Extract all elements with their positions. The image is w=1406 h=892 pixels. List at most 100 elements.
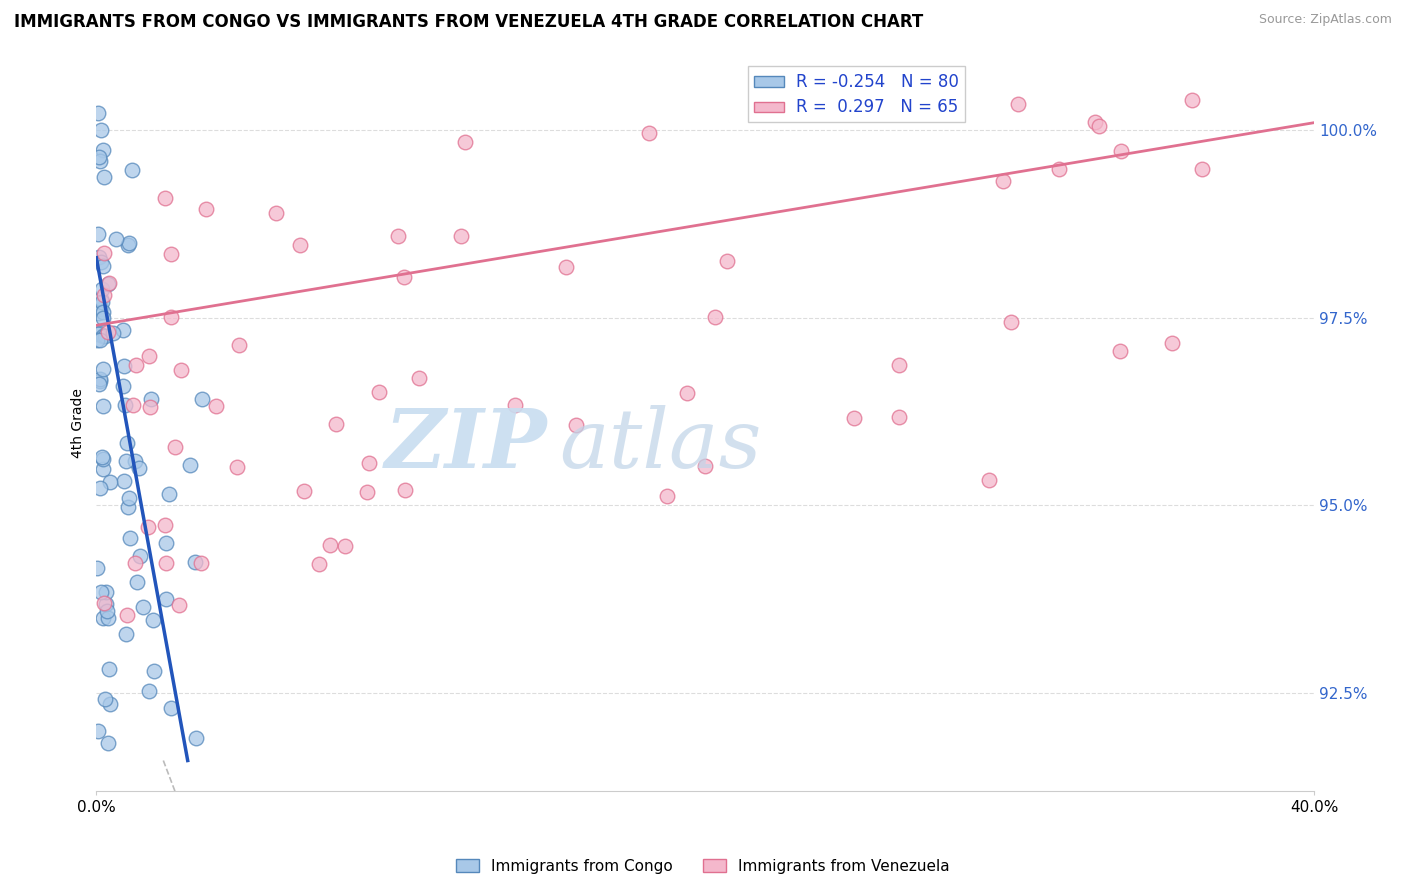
Point [90,585,112,599]
Point [356,484,378,499]
Point [87,106,110,120]
Point [90,301,112,316]
Point [91,452,114,467]
Point [155,591,177,606]
Point [87,723,110,738]
Point [408,371,430,385]
Point [98,662,121,676]
Point [292,483,315,498]
Point [104,232,127,246]
Point [290,237,312,252]
Point [357,456,380,470]
Point [114,398,136,412]
Point [98,475,121,489]
Point [153,518,176,533]
Point [153,191,176,205]
Point [97,736,120,750]
Point [394,483,416,497]
Point [638,126,661,140]
Point [204,400,226,414]
Point [139,392,162,406]
Point [450,229,472,244]
Point [155,535,177,549]
Point [112,323,135,337]
Point [93,245,115,260]
Point [392,270,415,285]
Point [112,359,135,373]
Point [97,277,120,291]
Point [157,486,180,500]
Point [118,235,141,250]
Point [325,417,347,431]
Point [91,399,114,413]
Legend: R = -0.254   N = 80, R =  0.297   N = 65: R = -0.254 N = 80, R = 0.297 N = 65 [748,67,966,122]
Point [94,692,117,706]
Point [142,613,165,627]
Point [1161,336,1184,351]
Point [333,539,356,553]
Point [1180,93,1202,107]
Point [96,604,118,618]
Point [842,411,865,425]
Point [94,328,117,343]
Point [89,250,111,264]
Point [136,520,159,534]
Point [454,136,477,150]
Point [184,731,207,746]
Point [1000,315,1022,329]
Point [115,454,138,468]
Point [889,409,911,424]
Point [716,254,738,268]
Point [308,558,330,572]
Point [387,228,409,243]
Point [91,329,114,343]
Point [100,697,122,711]
Point [703,310,725,324]
Point [142,665,165,679]
Point [94,584,117,599]
Point [228,338,250,352]
Point [120,531,142,545]
Point [101,326,124,340]
Point [675,385,697,400]
Point [97,325,120,339]
Point [368,384,391,399]
Point [96,597,118,611]
Text: atlas: atlas [560,405,762,485]
Point [124,454,146,468]
Point [115,607,138,622]
Point [90,282,112,296]
Point [93,311,115,326]
Point [90,292,112,306]
Point [657,489,679,503]
Point [112,474,135,488]
Point [98,276,121,290]
Point [160,310,183,324]
Point [89,372,111,386]
Point [979,473,1001,487]
Point [91,362,114,376]
Point [91,450,114,465]
Point [86,561,108,575]
Point [89,299,111,313]
Point [117,238,139,252]
Point [93,169,115,184]
Point [993,174,1015,188]
Point [121,398,143,412]
Point [89,333,111,347]
Point [191,392,214,406]
Point [90,254,112,268]
Point [1109,144,1132,158]
Point [131,600,153,615]
Text: ZIP: ZIP [384,405,547,485]
Point [87,326,110,340]
Point [115,627,138,641]
Point [264,205,287,219]
Point [87,326,110,341]
Point [159,247,181,261]
Point [138,401,160,415]
Point [159,700,181,714]
Point [91,462,114,476]
Point [118,491,141,506]
Point [90,123,112,137]
